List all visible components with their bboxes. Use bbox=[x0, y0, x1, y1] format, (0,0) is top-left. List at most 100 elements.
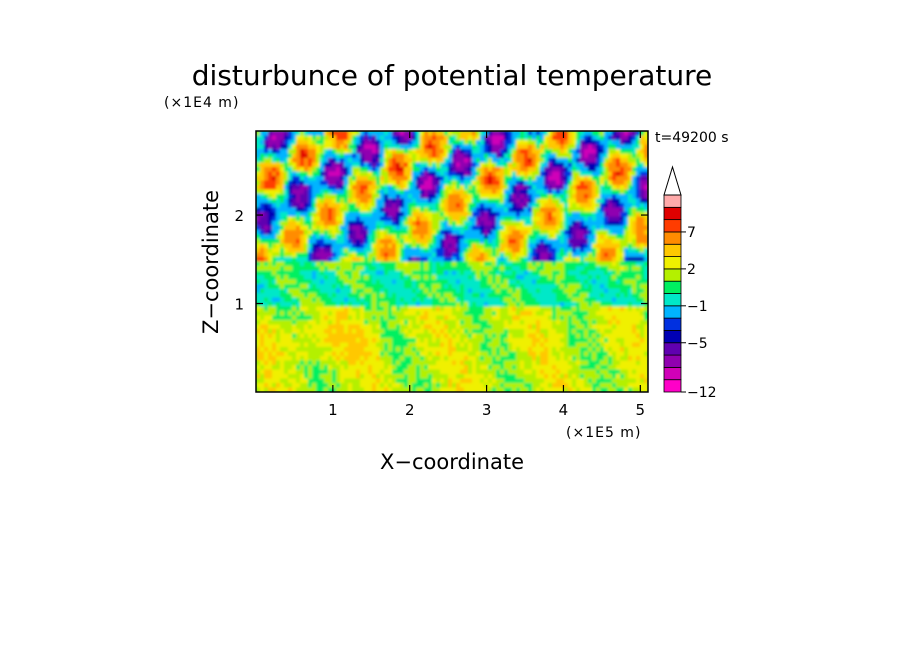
field-cell bbox=[644, 135, 648, 141]
field-cell bbox=[440, 320, 445, 326]
field-cell bbox=[268, 135, 273, 141]
field-cell bbox=[440, 239, 445, 245]
field-cell bbox=[596, 158, 601, 164]
field-cell bbox=[292, 329, 297, 335]
field-cell bbox=[404, 234, 409, 240]
field-cell bbox=[548, 347, 553, 353]
field-cell bbox=[588, 333, 593, 339]
field-cell bbox=[560, 194, 565, 200]
field-cell bbox=[300, 252, 305, 258]
field-cell bbox=[480, 302, 485, 308]
field-cell bbox=[468, 207, 473, 213]
field-cell bbox=[376, 198, 381, 204]
field-cell bbox=[292, 315, 297, 321]
field-cell bbox=[388, 207, 393, 213]
field-cell bbox=[568, 185, 573, 191]
field-cell bbox=[600, 198, 605, 204]
field-cell bbox=[256, 225, 261, 231]
field-cell bbox=[576, 342, 581, 348]
field-cell bbox=[316, 162, 321, 168]
field-cell bbox=[368, 275, 373, 281]
field-cell bbox=[368, 351, 373, 357]
field-cell bbox=[500, 356, 505, 362]
field-cell bbox=[468, 284, 473, 290]
field-cell bbox=[300, 171, 305, 177]
field-cell bbox=[508, 333, 513, 339]
field-cell bbox=[328, 342, 333, 348]
field-cell bbox=[332, 257, 337, 263]
field-cell bbox=[620, 153, 625, 159]
field-cell bbox=[572, 324, 577, 330]
field-cell bbox=[600, 239, 605, 245]
field-cell bbox=[592, 266, 597, 272]
field-cell bbox=[564, 252, 569, 258]
field-cell bbox=[376, 261, 381, 267]
field-cell bbox=[512, 180, 517, 186]
field-cell bbox=[276, 257, 281, 263]
field-cell bbox=[428, 189, 433, 195]
field-cell bbox=[632, 158, 637, 164]
field-cell bbox=[308, 329, 313, 335]
field-cell bbox=[508, 207, 513, 213]
field-cell bbox=[292, 239, 297, 245]
field-cell bbox=[488, 158, 493, 164]
field-cell bbox=[584, 189, 589, 195]
field-cell bbox=[596, 207, 601, 213]
field-cell bbox=[384, 248, 389, 254]
field-cell bbox=[364, 189, 369, 195]
field-cell bbox=[408, 297, 413, 303]
field-cell bbox=[468, 230, 473, 236]
field-cell bbox=[480, 342, 485, 348]
field-cell bbox=[632, 176, 637, 182]
field-cell bbox=[444, 221, 449, 227]
field-cell bbox=[484, 149, 489, 155]
field-cell bbox=[384, 185, 389, 191]
field-cell bbox=[412, 257, 417, 263]
field-cell bbox=[372, 158, 377, 164]
field-cell bbox=[548, 176, 553, 182]
field-cell bbox=[292, 270, 297, 276]
field-cell bbox=[496, 207, 501, 213]
field-cell bbox=[272, 243, 277, 249]
field-cell bbox=[340, 324, 345, 330]
field-cell bbox=[272, 135, 277, 141]
field-cell bbox=[588, 230, 593, 236]
field-cell bbox=[536, 171, 541, 177]
field-cell bbox=[456, 239, 461, 245]
field-cell bbox=[544, 144, 549, 150]
field-cell bbox=[352, 275, 357, 281]
field-cell bbox=[284, 203, 289, 209]
field-cell bbox=[540, 252, 545, 258]
field-cell bbox=[592, 320, 597, 326]
field-cell bbox=[548, 261, 553, 267]
field-cell bbox=[356, 167, 361, 173]
field-cell bbox=[592, 131, 597, 137]
field-cell bbox=[644, 284, 648, 290]
field-cell bbox=[448, 135, 453, 141]
field-cell bbox=[596, 333, 601, 339]
field-cell bbox=[624, 234, 629, 240]
field-cell bbox=[452, 338, 457, 344]
field-cell bbox=[464, 293, 469, 299]
field-cell bbox=[444, 293, 449, 299]
field-cell bbox=[544, 239, 549, 245]
field-cell bbox=[440, 230, 445, 236]
field-cell bbox=[376, 194, 381, 200]
field-cell bbox=[380, 311, 385, 317]
field-cell bbox=[376, 212, 381, 218]
field-cell bbox=[564, 216, 569, 222]
field-cell bbox=[576, 311, 581, 317]
field-cell bbox=[288, 279, 293, 285]
field-cell bbox=[328, 338, 333, 344]
field-cell bbox=[412, 311, 417, 317]
field-cell bbox=[360, 284, 365, 290]
field-cell bbox=[572, 356, 577, 362]
field-cell bbox=[288, 176, 293, 182]
field-cell bbox=[276, 356, 281, 362]
field-cell bbox=[488, 234, 493, 240]
field-cell bbox=[472, 252, 477, 258]
field-cell bbox=[356, 144, 361, 150]
field-cell bbox=[444, 356, 449, 362]
field-cell bbox=[620, 212, 625, 218]
